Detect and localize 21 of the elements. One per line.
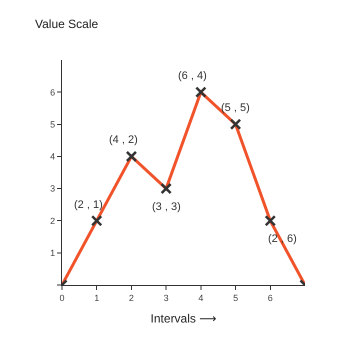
- annotation: (2 , 1): [74, 199, 103, 211]
- x-tick-label: 3: [164, 292, 169, 303]
- x-tick-label: 2: [128, 292, 134, 303]
- x-tick-label: 5: [233, 292, 238, 303]
- x-tick-label: 1: [94, 292, 100, 303]
- x-axis-title: Intervals ⟶: [150, 312, 216, 326]
- y-tick-label: 1: [50, 248, 56, 258]
- x-tick-label: 4: [198, 292, 204, 303]
- y-tick-label: 3: [50, 184, 56, 194]
- annotation: (6 , 4): [178, 70, 207, 82]
- y-tick-label: 6: [50, 87, 56, 98]
- annotation: (3 , 3): [152, 201, 181, 213]
- x-tick-label: 6: [268, 292, 273, 303]
- annotation: (4 , 2): [109, 134, 138, 146]
- y-tick-label: 2: [50, 216, 56, 226]
- y-tick-label: 5: [50, 119, 56, 130]
- annotation: (2 , 6): [268, 233, 297, 245]
- y-tick-label: 4: [50, 152, 56, 162]
- x-tick-label: 0: [59, 292, 65, 303]
- annotation: (5 , 5): [221, 102, 250, 114]
- y-axis-title: Value Scale: [35, 17, 98, 31]
